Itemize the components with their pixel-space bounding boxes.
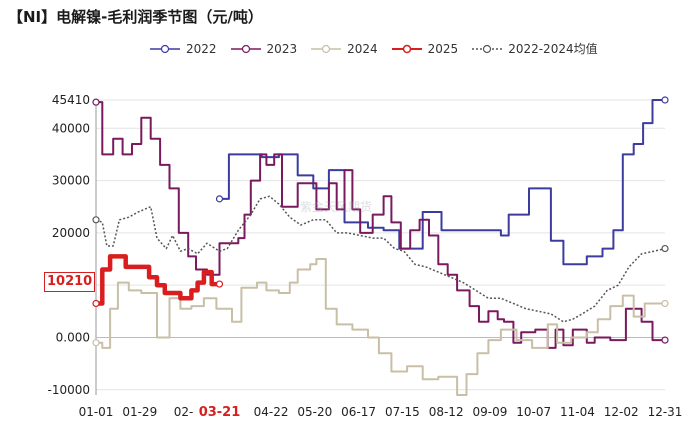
legend-item-2025[interactable]: 2025 [391,40,459,57]
series-end-marker [215,280,224,288]
legend-label: 2024 [347,41,378,56]
watermark: 紫金天风期货 [300,200,373,214]
series-layer [92,96,669,396]
x-tick-label: 04-22 [254,405,289,419]
series-line-3 [96,254,220,306]
x-tick-label: 05-20 [297,405,332,419]
series-end-marker [661,336,669,344]
series-start-marker [92,339,100,347]
legend-swatch-icon [311,44,342,53]
y-tick-label: 0.000 [56,330,90,344]
grid-layer [96,99,665,391]
x-tick-label: 09-09 [472,405,507,419]
legend: 2022 2023 2024 2025 2022-2024均值 [150,40,612,57]
x-tick-label: 07-15 [385,405,420,419]
legend-label: 2023 [266,41,298,56]
series-start-marker [92,299,100,308]
legend-item-2023[interactable]: 2023 [230,40,298,57]
x-tick-label: 12-31 [648,405,683,419]
legend-swatch-icon [472,44,503,53]
legend-label: 2025 [427,41,459,56]
x-tick-label-current: 03-21 [199,405,241,420]
series-line-4 [95,195,666,323]
x-tick-label: 12-02 [604,405,639,419]
legend-swatch-icon [150,44,180,53]
y-tick-label: 30000 [52,174,90,188]
x-tick-label: 01-29 [122,405,157,419]
legend-swatch-icon [391,44,422,53]
legend-label: 2022 [186,41,217,56]
series-line-2 [96,258,665,396]
y-tick-label: 45410 [52,93,90,107]
chart-title: 【NI】电解镍-毛利润季节图（元/吨） [8,8,263,26]
series-end-marker [661,96,669,104]
legend-item-average[interactable]: 2022-2024均值 [472,40,598,57]
series-end-marker [661,244,669,253]
legend-item-2024[interactable]: 2024 [311,40,378,57]
series-line-1 [96,101,665,349]
x-tick-label: 02- [174,405,194,419]
legend-label: 2022-2024均值 [508,42,598,56]
x-tick-label: 01-01 [79,405,114,419]
x-tick-label: 11-04 [560,405,595,419]
series-start-marker [215,195,224,203]
y-tick-label: -10000 [47,383,90,397]
series-end-marker [661,299,669,308]
series-start-marker [92,98,100,106]
legend-item-2022[interactable]: 2022 [150,40,217,57]
y-tick-label: 20000 [52,226,90,240]
axis-layer [95,100,665,395]
y-tick-label: 40000 [52,121,90,135]
legend-swatch-icon [230,44,261,53]
x-tick-label: 08-12 [429,405,464,419]
series-line-0 [219,99,665,266]
x-tick-label: 06-17 [341,405,376,419]
series-start-marker [92,216,100,224]
x-tick-label: 10-07 [516,405,551,419]
last-value-badge: 10210 [44,272,96,292]
